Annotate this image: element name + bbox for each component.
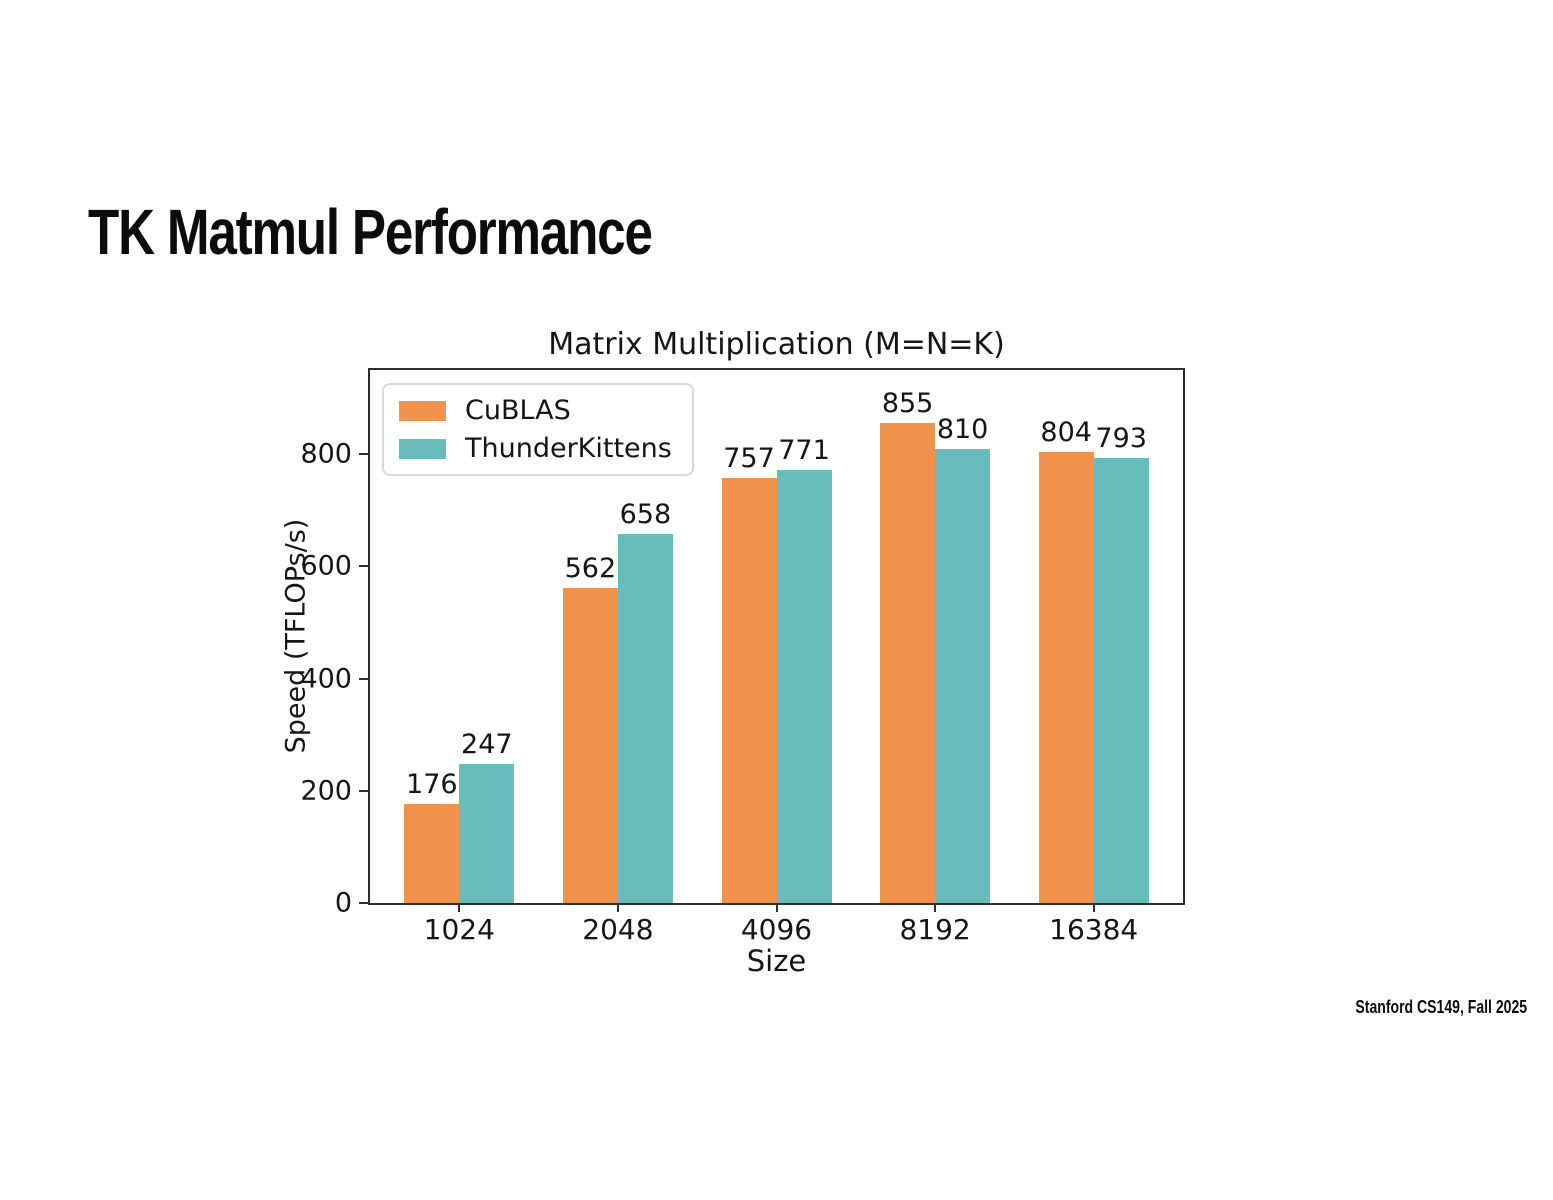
y-tick-label: 400 [300, 663, 352, 695]
bar-value-label: 771 [778, 435, 830, 467]
bar-thunderkittens-16384 [1093, 458, 1149, 903]
bar-cublas-4096 [721, 478, 777, 903]
bar-value-label: 855 [881, 388, 934, 420]
x-tick-label: 1024 [423, 913, 495, 946]
y-tick-label: 600 [300, 550, 352, 582]
x-tick-label: 2048 [582, 913, 654, 946]
bar-cublas-16384 [1038, 451, 1094, 903]
legend-swatch-thunderkittens [399, 438, 446, 459]
bar-thunderkittens-1024 [459, 764, 515, 903]
x-tick-mark [934, 903, 937, 912]
bar-value-label: 804 [1040, 416, 1092, 448]
x-tick-mark [616, 903, 619, 912]
bar-value-label: 810 [936, 413, 989, 445]
x-tick-mark [775, 903, 778, 912]
y-tick-mark [359, 453, 368, 456]
bar-value-label: 658 [619, 498, 672, 530]
bar-cublas-8192 [880, 423, 936, 903]
y-tick-mark [359, 677, 368, 680]
bar-cublas-2048 [562, 587, 618, 903]
x-tick-label: 4096 [740, 913, 813, 946]
y-tick-mark [359, 565, 368, 568]
bar-value-label: 562 [564, 552, 617, 584]
legend-entry-cublas: CuBLAS [399, 397, 672, 424]
x-axis-label: Size [746, 944, 807, 978]
bar-thunderkittens-2048 [617, 533, 673, 903]
y-tick-mark [359, 902, 368, 904]
bar-thunderkittens-8192 [935, 448, 991, 903]
bar-thunderkittens-4096 [776, 470, 832, 903]
chart-title: Matrix Multiplication (M=N=K) [548, 327, 1005, 362]
x-tick-mark [458, 903, 461, 912]
legend-swatch-cublas [399, 400, 446, 421]
legend: CuBLAS ThunderKittens [382, 383, 694, 476]
y-tick-mark [359, 789, 368, 792]
x-tick-label: 8192 [899, 913, 971, 946]
legend-entry-thunderkittens: ThunderKittens [399, 435, 672, 462]
slide-footer: Stanford CS149, Fall 2025 [1355, 997, 1527, 1017]
y-tick-label: 0 [334, 887, 352, 919]
slide-title: TK Matmul Performance [88, 196, 653, 268]
plot-area: CuBLAS ThunderKittens 0 200 400 600 800 1024 17… [300, 368, 1185, 944]
bar-value-label: 793 [1095, 423, 1147, 455]
bar-value-label: 176 [406, 769, 458, 801]
legend-label-cublas: CuBLAS [465, 395, 571, 426]
legend-label-thunderkittens: ThunderKittens [465, 433, 672, 464]
y-tick-label: 200 [300, 775, 352, 807]
x-tick-mark [1092, 903, 1095, 912]
bar-value-label: 757 [723, 443, 775, 475]
y-tick-label: 800 [300, 438, 352, 470]
bar-value-label: 247 [461, 729, 513, 761]
bar-cublas-1024 [404, 804, 460, 903]
x-tick-label: 16384 [1049, 913, 1139, 946]
